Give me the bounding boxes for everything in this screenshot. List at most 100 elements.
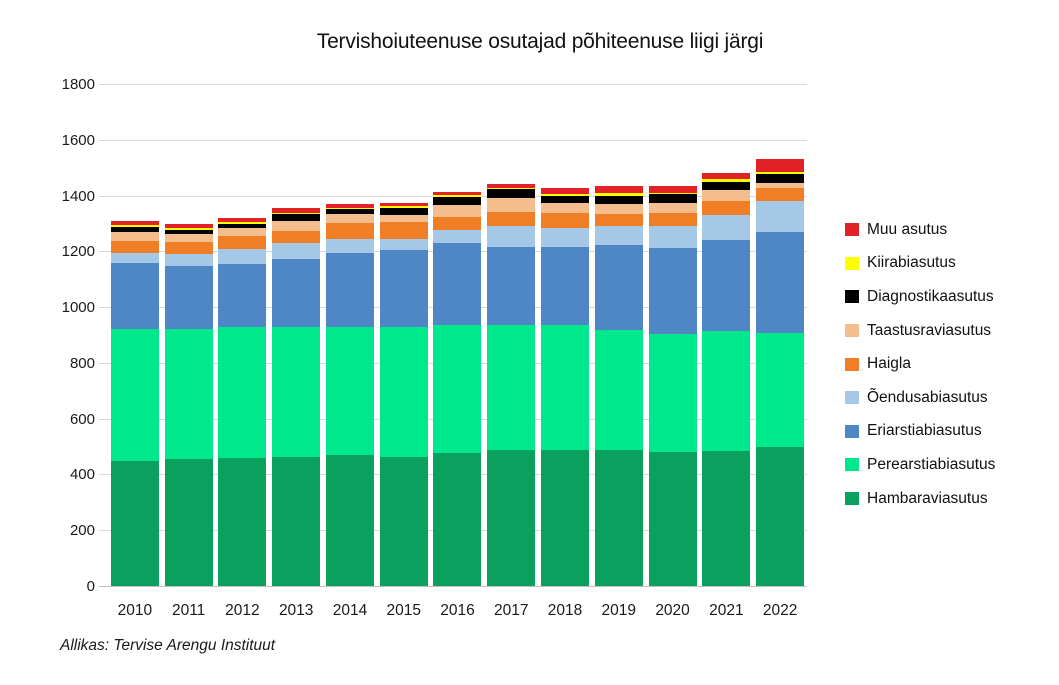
bar-stack-2019 <box>594 84 643 586</box>
chart-title: Tervishoiuteenuse osutajad põhiteenuse l… <box>316 30 764 53</box>
gridline-y-1600 <box>99 139 807 141</box>
bar-segment <box>487 189 536 199</box>
bar-segment <box>110 240 159 254</box>
y-tick-label: 0 <box>86 578 95 595</box>
legend-swatch-icon <box>845 324 859 338</box>
bar-segment <box>487 324 536 451</box>
bar-segment <box>325 214 374 224</box>
y-tick-label: 800 <box>69 354 95 372</box>
gridline-y-1800 <box>99 84 807 85</box>
bar-segment <box>594 330 643 451</box>
bar-segment <box>218 222 267 224</box>
bar-segment <box>756 174 805 183</box>
bar-segment <box>379 327 428 457</box>
bar-segment <box>218 264 267 328</box>
bar-segment <box>541 449 590 586</box>
bar-segment <box>541 324 590 450</box>
bar-segment <box>164 228 213 230</box>
legend-swatch-icon <box>845 458 859 472</box>
bar-segment <box>702 331 751 451</box>
legend-swatch-icon <box>845 391 859 405</box>
y-tick-label: 1800 <box>61 76 95 93</box>
bar-segment <box>272 456 321 586</box>
bar-segment <box>756 182 805 189</box>
bar-segment <box>164 229 213 235</box>
bar-segment <box>487 184 536 188</box>
x-tick-label-2022: 2022 <box>762 602 798 619</box>
bar-segment <box>648 203 697 213</box>
bar-segment <box>433 204 482 217</box>
bar-segment <box>325 204 374 208</box>
bar-segment <box>218 223 267 229</box>
bar-segment <box>594 204 643 215</box>
bar-stack-2010 <box>110 84 159 586</box>
bar-segment <box>541 195 590 204</box>
bar-segment <box>272 242 321 259</box>
bar-segment <box>272 208 321 213</box>
legend-swatch-icon <box>845 492 859 506</box>
bar-segment <box>272 230 321 243</box>
bar-segment <box>756 231 805 333</box>
x-tick-label-2020: 2020 <box>655 602 690 619</box>
bar-segment <box>110 253 159 264</box>
x-axis: 2010 2011 2012 2013 2014 2015 2016 2017 2018 2019… <box>108 84 807 644</box>
bar-segment <box>594 193 643 196</box>
bar-segment <box>164 328 213 459</box>
bar-column-2021 <box>699 84 753 586</box>
bar-segment <box>218 327 267 458</box>
bar-segment <box>756 171 805 175</box>
x-tick-label-2013: 2013 <box>278 602 314 619</box>
y-tick-label: 200 <box>69 522 95 540</box>
bar-segment <box>325 223 374 239</box>
bar-segment <box>433 192 482 196</box>
bar-column-2017 <box>484 84 538 586</box>
bar-segment <box>433 216 482 231</box>
bar-column-2011 <box>162 84 216 586</box>
legend-item: Hambaraviasutus <box>845 482 995 516</box>
bar-segment <box>594 214 643 226</box>
bar-column-2022 <box>753 84 807 586</box>
legend-item: Õendusabiasutus <box>845 381 995 415</box>
bar-segment <box>756 446 805 586</box>
gridline-y-0 <box>99 586 807 587</box>
bar-segment <box>110 226 159 232</box>
bar-column-2016 <box>431 84 485 586</box>
bar-stack-2017 <box>487 84 536 586</box>
bar-segment <box>756 188 805 202</box>
bar-segment <box>164 224 213 229</box>
bar-segment <box>218 458 267 586</box>
bar-segment <box>218 249 267 265</box>
bar-segment <box>702 173 751 180</box>
legend-swatch-icon <box>845 357 859 371</box>
bar-column-2020 <box>646 84 700 586</box>
y-tick-label: 400 <box>69 466 95 484</box>
bar-segment <box>594 450 643 586</box>
bar-segment <box>218 236 267 250</box>
bar-column-2010 <box>108 84 162 586</box>
legend-label: Perearstiabiasutus <box>867 455 996 473</box>
bar-segment <box>325 207 374 209</box>
legend-item: Diagnostikaasutus <box>845 280 995 314</box>
bar-segment <box>541 194 590 196</box>
bar-segment <box>379 203 428 207</box>
bar-segment <box>756 201 805 232</box>
bar-column-2019 <box>592 84 646 586</box>
bar-segment <box>702 200 751 216</box>
y-tick-label: 1000 <box>61 299 95 317</box>
source-note: Allikas: Tervise Arengu Instituut <box>60 637 276 654</box>
bar-segment <box>164 254 213 267</box>
bar-segment <box>218 228 267 237</box>
bar-segment <box>379 222 428 239</box>
bar-stack-2011 <box>164 84 213 586</box>
bar-segment <box>325 208 374 215</box>
bar-segment <box>541 246 590 325</box>
bar-segment <box>433 453 482 586</box>
legend-item: Kiirabiasutus <box>845 247 995 281</box>
bar-column-2018 <box>538 84 592 586</box>
legend-swatch-icon <box>845 424 859 438</box>
legend-label: Taastusraviasutus <box>867 321 992 339</box>
legend-label: Muu asutus <box>867 220 948 238</box>
bar-segment <box>594 244 643 330</box>
bar-segment <box>433 197 482 205</box>
